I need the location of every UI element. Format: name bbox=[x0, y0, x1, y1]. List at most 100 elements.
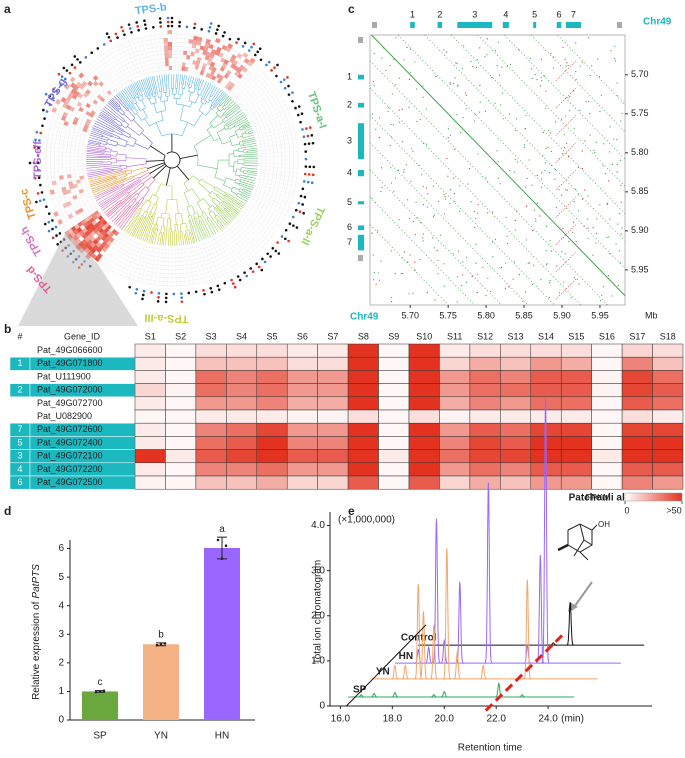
heat-cell bbox=[195, 383, 227, 398]
branch bbox=[220, 201, 227, 208]
heat-cell bbox=[256, 370, 288, 384]
branch bbox=[107, 200, 128, 218]
heat-cell bbox=[347, 396, 379, 411]
x-tick-label: 5.90 bbox=[553, 310, 571, 320]
branch bbox=[222, 104, 225, 108]
noise-dot bbox=[523, 144, 525, 146]
branch bbox=[113, 168, 122, 171]
branch bbox=[154, 96, 157, 103]
ring-grid bbox=[132, 38, 145, 77]
ring-dot bbox=[216, 28, 219, 31]
ring-dot bbox=[280, 235, 284, 238]
ring-dot bbox=[296, 113, 300, 117]
branch bbox=[226, 204, 239, 216]
branch bbox=[135, 212, 139, 218]
noise-dot bbox=[437, 259, 439, 262]
ring-cell bbox=[78, 107, 84, 113]
branch bbox=[127, 105, 132, 111]
branch bbox=[141, 215, 144, 217]
noise-dot bbox=[463, 45, 465, 47]
noise-dot bbox=[402, 273, 404, 275]
branch bbox=[208, 100, 211, 103]
replicate-point bbox=[155, 643, 159, 647]
ring-grid bbox=[53, 192, 91, 209]
ring-cell bbox=[211, 66, 217, 72]
ring-grid bbox=[140, 245, 151, 285]
noise-dot bbox=[407, 261, 409, 263]
noise-dot bbox=[449, 203, 451, 205]
branch bbox=[115, 211, 128, 225]
ring-grid bbox=[258, 178, 298, 187]
noise-dot bbox=[524, 128, 526, 130]
ring-dot bbox=[208, 26, 212, 29]
branch bbox=[249, 170, 258, 173]
noise-dot bbox=[620, 184, 622, 187]
ring-dot bbox=[302, 211, 305, 215]
branch bbox=[245, 138, 256, 142]
structure-label: OH bbox=[598, 520, 610, 529]
ring-dot bbox=[54, 225, 58, 229]
branch bbox=[88, 139, 97, 142]
ring-dot bbox=[302, 180, 306, 183]
branch bbox=[184, 75, 188, 86]
noise-dot bbox=[415, 201, 417, 203]
branch bbox=[133, 107, 135, 109]
noise-dot bbox=[454, 77, 456, 79]
ring-cell bbox=[101, 225, 107, 231]
branch bbox=[156, 228, 158, 234]
branch bbox=[215, 207, 219, 211]
branch bbox=[86, 156, 106, 159]
ring-cell bbox=[190, 51, 195, 57]
ring-grid bbox=[251, 198, 288, 217]
molecule bbox=[557, 523, 598, 561]
noise-dot bbox=[509, 170, 511, 172]
repeat-diagonal bbox=[369, 224, 449, 306]
branch bbox=[101, 140, 108, 143]
ring-grid bbox=[96, 231, 121, 264]
branch bbox=[223, 208, 227, 212]
noise-dot bbox=[422, 203, 425, 206]
ring-grid bbox=[230, 64, 258, 95]
branch bbox=[159, 97, 162, 102]
branch bbox=[116, 201, 122, 206]
heat-cell bbox=[530, 343, 562, 358]
ring-cell bbox=[66, 201, 72, 207]
ring-grid bbox=[162, 247, 167, 288]
branch bbox=[87, 142, 98, 146]
gene-id: Pat_49G072200 bbox=[37, 464, 103, 474]
branch bbox=[128, 198, 135, 205]
ring-dot bbox=[284, 228, 288, 232]
branch bbox=[140, 90, 143, 96]
ring-cell bbox=[218, 52, 224, 58]
ring-grid bbox=[252, 107, 290, 125]
branch bbox=[113, 166, 122, 168]
branch bbox=[201, 98, 204, 100]
branch bbox=[149, 216, 152, 221]
branch bbox=[239, 174, 241, 178]
ring-dot bbox=[237, 37, 240, 41]
branch bbox=[239, 188, 243, 190]
noise-dot bbox=[478, 111, 481, 113]
ring-dot bbox=[44, 92, 48, 96]
peak bbox=[518, 694, 527, 698]
branch bbox=[107, 138, 109, 141]
noise-dot bbox=[568, 241, 570, 243]
branch bbox=[151, 227, 154, 233]
ring-cell bbox=[98, 81, 104, 87]
noise-dot bbox=[456, 114, 458, 116]
branch bbox=[116, 178, 126, 183]
branch bbox=[97, 116, 120, 130]
noise-dot bbox=[501, 92, 503, 94]
ring-dot bbox=[157, 292, 161, 295]
ring-cell bbox=[73, 183, 78, 189]
ring-grid bbox=[249, 99, 286, 119]
branch bbox=[235, 178, 241, 181]
ring-cell bbox=[73, 229, 80, 236]
noise-dot bbox=[487, 181, 489, 183]
ring-dot bbox=[287, 239, 290, 243]
region-bar bbox=[358, 74, 364, 80]
noise-dot bbox=[452, 253, 454, 255]
scale-label: (×1,000,000) bbox=[338, 515, 395, 526]
ring-dot bbox=[62, 66, 66, 70]
